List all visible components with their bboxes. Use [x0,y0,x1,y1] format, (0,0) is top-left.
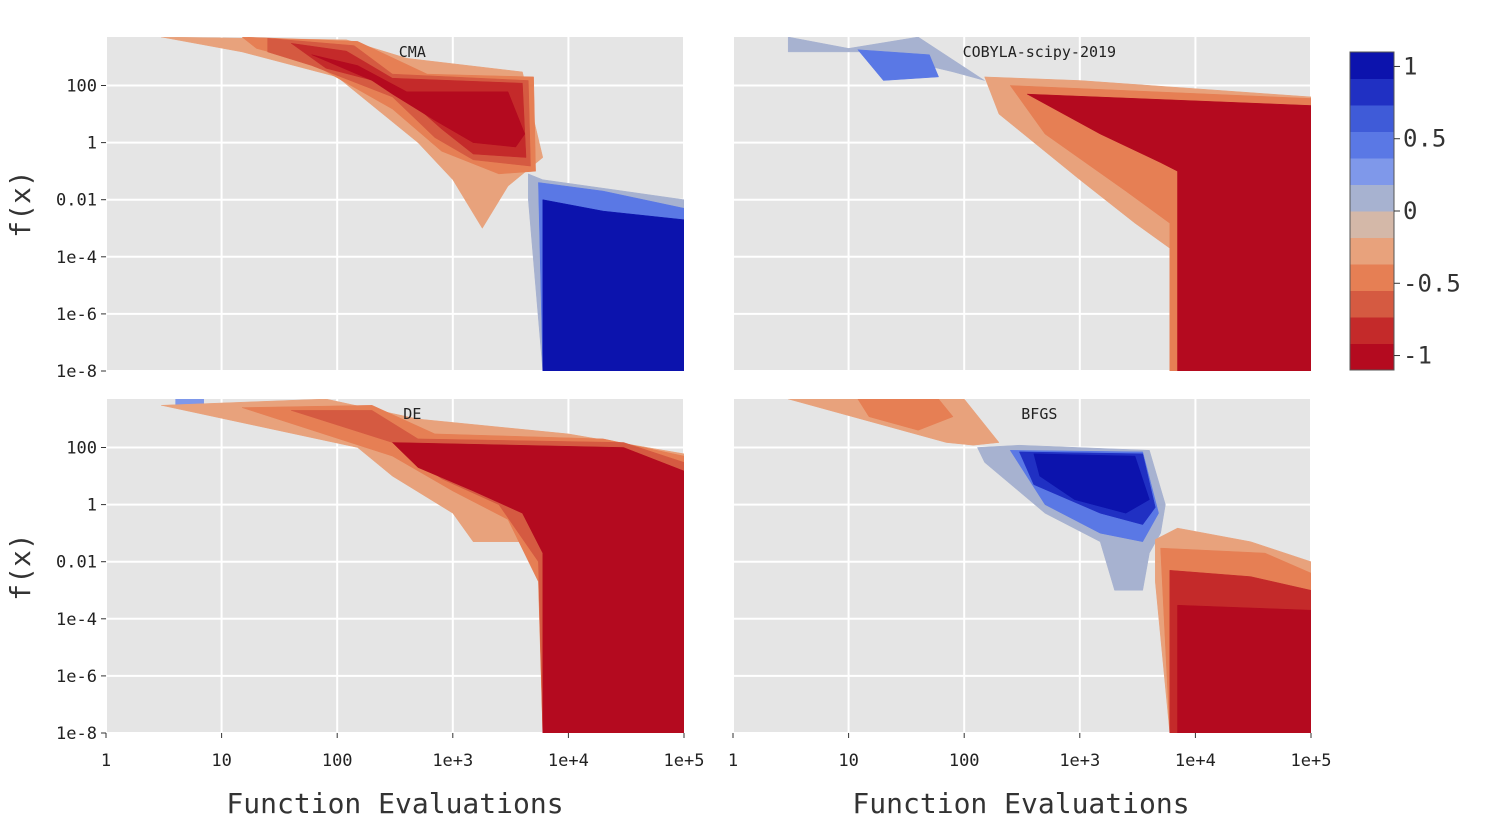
x-tick-label: 10 [838,751,858,771]
panel-title: DE [403,405,421,423]
contour-region [787,37,985,81]
panel-title: CMA [399,43,426,61]
panel-2: DE 1e-8 1e-6 1e-4 0.01 1 100 1 10 100 1e+3 1e+4 1e+5 [56,399,704,771]
contour-region [857,399,954,431]
colorbar-swatch [1350,343,1394,371]
colorbar-tick-label: 1 [1403,52,1417,80]
colorbar-swatch [1350,290,1394,318]
colorbar-tick-label: 0.5 [1403,125,1446,153]
y-tick-label: 1e-6 [56,305,97,325]
panel-0: CMA 1e-8 1e-6 1e-4 0.01 1 100 [56,37,685,382]
x-tick-label: 1 [728,751,738,771]
colorbar-swatch [1350,78,1394,106]
colorbar-swatch [1350,131,1394,159]
y-tick-label: 100 [66,439,97,459]
contour-region [1033,453,1150,514]
y-axis-label-bottom: f(x) [4,533,37,600]
colorbar-swatch [1350,52,1394,79]
colorbar-swatch [1350,158,1394,185]
colorbar-tick-label: -0.5 [1403,269,1461,297]
colorbar-swatch [1350,317,1394,344]
x-tick-label: 1e+3 [432,751,473,771]
y-tick-label: 1e-4 [56,248,97,268]
colorbar-tick-label: -1 [1403,342,1432,370]
y-tick-label: 1e-8 [56,362,97,382]
panel-1: COBYLA-scipy-2019 [732,37,1312,372]
x-tick-label: 1e+4 [1175,751,1216,771]
colorbar-swatch [1350,105,1394,132]
colorbar-swatch [1350,264,1394,291]
panels-layer: CMA 1e-8 1e-6 1e-4 0.01 1 100 COBYLA-scipy-2019… [56,37,1331,771]
panel-3: BFGS 1 10 100 1e+3 1e+4 1e+5 [728,399,1332,771]
contour-regions [161,399,684,733]
contour-region [391,442,684,733]
contour-region [857,49,939,81]
y-tick-label: 1e-6 [56,667,97,687]
y-tick-label: 0.01 [56,191,97,211]
x-axis-label-right: Function Evaluations [852,787,1189,820]
x-tick-label: 100 [949,751,980,771]
y-tick-label: 1e-4 [56,610,97,630]
x-tick-label: 1e+5 [1291,751,1332,771]
y-tick-label: 100 [66,77,97,97]
y-tick-label: 1 [87,134,97,154]
y-axis-label-top: f(x) [4,170,37,237]
y-tick-label: 0.01 [56,553,97,573]
contour-regions [161,37,684,371]
x-tick-label: 100 [322,751,353,771]
contour-region [1177,604,1311,733]
x-tick-label: 1e+5 [664,751,705,771]
contour-regions [788,399,1311,733]
colorbar-swatch [1350,237,1394,265]
panel-title: BFGS [1021,405,1057,423]
panel-title: COBYLA-scipy-2019 [963,43,1117,61]
colorbar-tick-label: 0 [1403,197,1417,225]
y-tick-label: 1e-8 [56,724,97,744]
x-tick-label: 1 [101,751,111,771]
contour-region [542,199,684,371]
y-tick-label: 1 [87,496,97,516]
colorbar: 1 0.5 0 -0.5 -1 [1349,51,1461,371]
x-tick-label: 1e+4 [548,751,589,771]
contour-regions [787,37,1311,371]
contour-region [311,54,526,148]
x-tick-label: 10 [211,751,231,771]
x-axis-label-left: Function Evaluations [226,787,563,820]
colorbar-swatch [1350,211,1394,238]
colorbar-swatch [1350,184,1394,212]
x-tick-label: 1e+3 [1059,751,1100,771]
contour-region [1026,93,1311,371]
